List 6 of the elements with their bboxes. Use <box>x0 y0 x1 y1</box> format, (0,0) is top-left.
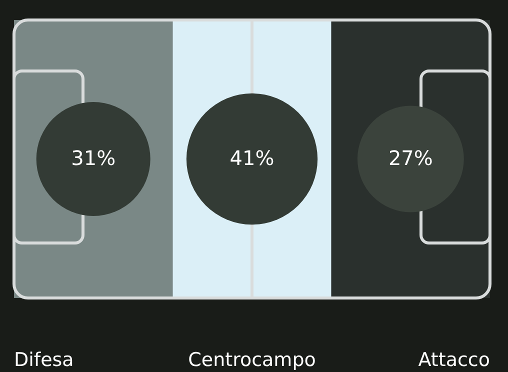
category-label: Attacco <box>418 349 490 371</box>
data-label: 27% <box>388 146 433 170</box>
category-label: Centrocampo <box>188 349 316 371</box>
data-label: 41% <box>230 146 274 170</box>
data-label: 31% <box>71 146 116 170</box>
category-label: Difesa <box>14 349 74 371</box>
